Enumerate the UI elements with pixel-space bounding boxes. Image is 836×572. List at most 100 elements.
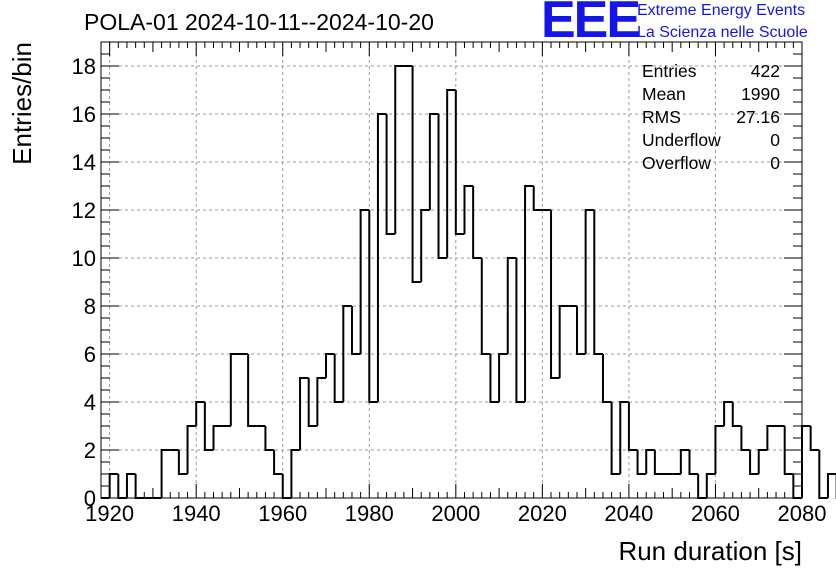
stat-name: Underflow: [642, 130, 721, 150]
histogram-bin: [281, 474, 292, 499]
stat-name: RMS: [642, 107, 681, 127]
histogram-bin: [818, 450, 828, 499]
histogram-bin: [619, 401, 629, 474]
x-axis-tick-labels: 1920 1940 1960 1980 2000 2020 2040 2060 2080: [85, 501, 826, 526]
histogram-bin: [627, 402, 638, 451]
histogram-bin: [480, 258, 491, 355]
x-axis-ticks: [100, 42, 803, 498]
stats-row-rms: RMS 27.16: [642, 107, 780, 130]
y-tick-label: 8: [84, 294, 96, 319]
eee-logo-mark: EEE: [541, 0, 641, 49]
histogram-bin: [195, 401, 205, 426]
histogram-bin: [688, 450, 699, 475]
histogram-bin: [723, 401, 733, 426]
histogram-bin: [160, 449, 171, 498]
y-tick-label: 0: [84, 486, 96, 511]
histogram-bin: [714, 425, 725, 474]
histogram-bin: [584, 209, 595, 354]
histogram-bin: [601, 354, 612, 403]
y-tick-label: 2: [84, 438, 96, 463]
histogram-bin: [177, 450, 188, 475]
histogram-bin: [645, 449, 655, 474]
stat-value: 0: [770, 153, 780, 173]
stats-row-underflow: Underflow 0: [642, 130, 780, 153]
histogram-bin: [766, 425, 777, 450]
histogram-bin: [368, 210, 378, 403]
histogram-bin: [307, 378, 318, 427]
histogram-bin: [264, 426, 275, 451]
histogram-bin: [247, 354, 257, 427]
histogram-bin: [550, 210, 560, 379]
histogram-bin: [558, 305, 569, 378]
histogram-bin: [134, 474, 145, 499]
histogram-bin: [653, 450, 664, 475]
histogram-bin: [108, 473, 119, 498]
histogram-bin: [498, 353, 508, 402]
x-tick-label: 2060: [691, 501, 740, 526]
histogram-bin: [376, 113, 387, 402]
x-tick-label: 2040: [604, 501, 653, 526]
histogram-bin: [117, 474, 127, 499]
histogram-bin: [325, 353, 335, 378]
histogram-bin: [385, 114, 396, 235]
histogram-bin: [636, 450, 647, 475]
histogram-bin: [203, 402, 214, 451]
x-tick-label: 2080: [778, 501, 827, 526]
histogram-bin: [515, 258, 526, 403]
y-tick-label: 14: [72, 150, 96, 175]
eee-logo-line1: Extreme Energy Events: [637, 2, 806, 19]
histogram-bin: [428, 113, 439, 210]
histogram-bin: [783, 426, 794, 475]
stat-value: 422: [750, 61, 780, 81]
y-axis-label: Entries/bin: [7, 42, 37, 165]
x-tick-label: 1980: [345, 501, 394, 526]
histogram-bin: [705, 473, 716, 498]
histogram-bin: [446, 89, 456, 258]
x-axis-label: Run duration [s]: [618, 536, 802, 566]
eee-logo-line2: La Scienza nelle Scuole: [637, 24, 808, 41]
histogram-bin: [679, 449, 690, 474]
histogram-bin: [125, 473, 136, 498]
histogram-bin: [532, 186, 543, 211]
histogram-bin: [749, 450, 759, 475]
histogram-bin: [826, 473, 836, 498]
histogram-bin: [394, 65, 404, 234]
histogram-bin: [740, 426, 751, 451]
histogram-bin: [229, 353, 240, 426]
histogram-bin: [697, 474, 707, 499]
histogram-bin: [489, 354, 500, 403]
x-tick-label: 1960: [258, 501, 307, 526]
stat-value: 1990: [741, 84, 780, 104]
x-tick-label: 1920: [85, 501, 134, 526]
histogram-bin: [212, 425, 223, 450]
histogram-bin: [273, 450, 283, 475]
histogram-bin: [420, 209, 430, 282]
histogram-bin: [359, 209, 370, 354]
histogram-bin: [575, 306, 586, 355]
histogram-bin: [316, 377, 327, 426]
stats-row-overflow: Overflow 0: [642, 153, 780, 176]
x-tick-label: 2000: [431, 501, 480, 526]
y-tick-label: 6: [84, 342, 96, 367]
stat-name: Entries: [642, 61, 697, 81]
histogram-bin: [801, 425, 811, 498]
y-axis-ticks: [101, 41, 802, 499]
histogram-bin: [350, 306, 361, 355]
y-tick-label: 16: [72, 102, 96, 127]
x-tick-label: 1940: [172, 501, 221, 526]
chart-title: POLA-01 2024-10-11--2024-10-20: [84, 9, 434, 35]
histogram-bin: [342, 305, 352, 402]
stat-value: 27.16: [736, 107, 780, 127]
histogram-bin: [757, 449, 768, 474]
histogram-bin: [506, 257, 517, 354]
histogram-bin: [463, 185, 474, 234]
x-tick-label: 2020: [518, 501, 567, 526]
stats-row-mean: Mean 1990: [642, 84, 780, 107]
stat-value: 0: [770, 130, 780, 150]
histogram-bin: [411, 66, 422, 283]
y-axis-tick-labels: 0 2 4 6 8 10 12 14 16 18: [72, 54, 96, 511]
y-tick-label: 4: [84, 390, 96, 415]
histogram-bin: [333, 354, 344, 403]
histogram-series: [101, 65, 836, 499]
